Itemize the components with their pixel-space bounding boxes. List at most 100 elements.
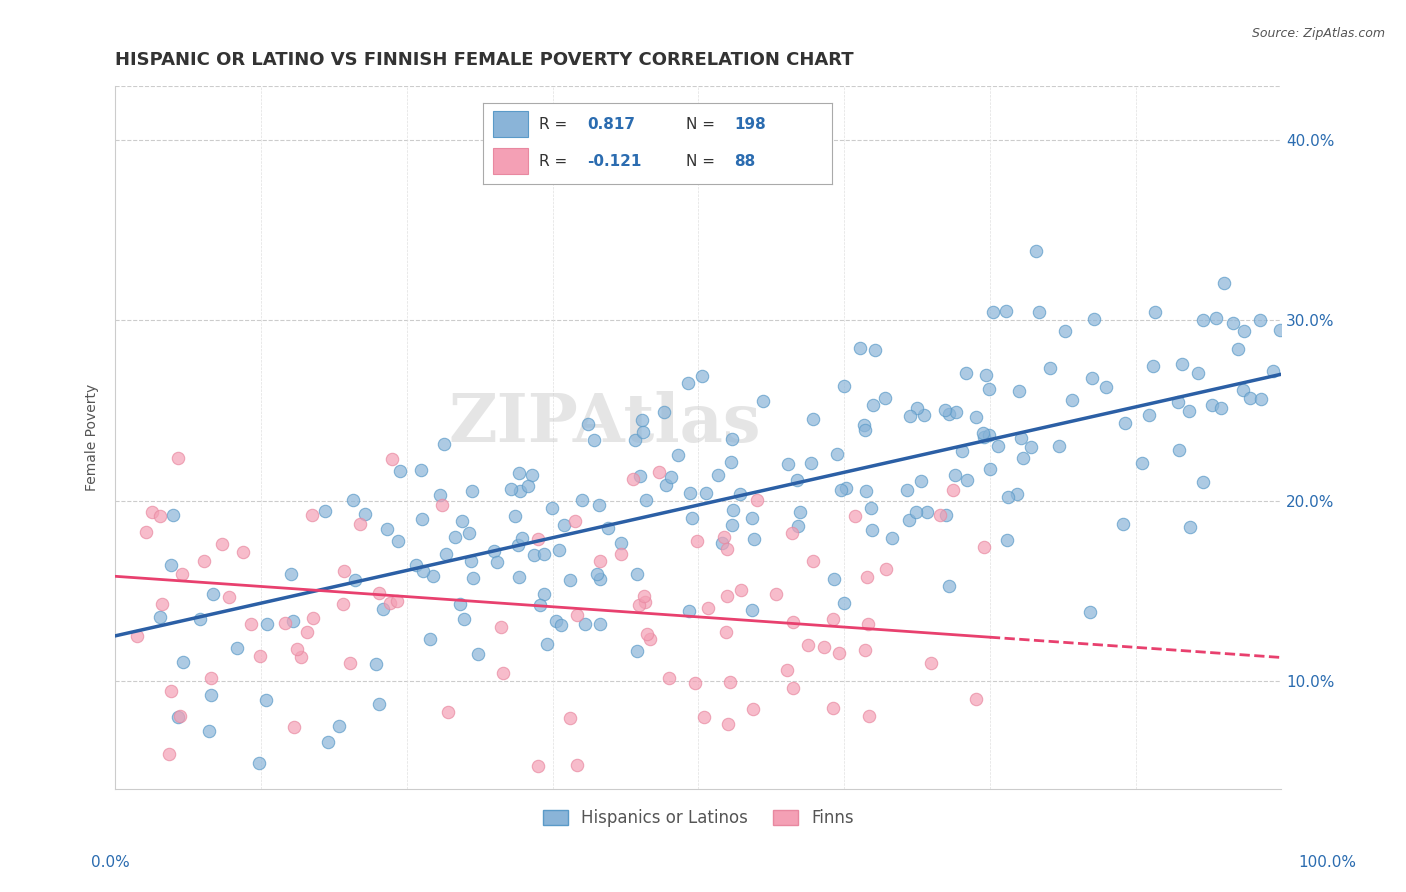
Point <box>316 735 339 749</box>
Point <box>536 637 558 651</box>
Point <box>1177 403 1199 417</box>
Point <box>898 409 921 423</box>
Point <box>741 602 763 616</box>
Point <box>856 616 879 631</box>
Point <box>844 508 866 523</box>
Point <box>460 554 482 568</box>
Point <box>586 567 609 582</box>
Point <box>942 483 965 497</box>
Point <box>523 548 546 562</box>
Point <box>285 641 308 656</box>
Point <box>652 405 675 419</box>
Point <box>863 343 886 358</box>
Point <box>955 473 977 487</box>
Point <box>1232 383 1254 397</box>
Point <box>550 618 572 632</box>
Point <box>160 558 183 573</box>
Point <box>211 537 233 551</box>
Point <box>610 535 633 549</box>
Point <box>565 757 588 772</box>
Point <box>1080 371 1102 385</box>
Point <box>589 572 612 586</box>
Point <box>898 513 921 527</box>
Text: 100.0%: 100.0% <box>1299 855 1357 870</box>
Point <box>1130 456 1153 470</box>
Point <box>934 403 956 417</box>
Point <box>202 586 225 600</box>
Point <box>720 518 742 533</box>
Point <box>965 410 987 425</box>
Point <box>974 368 997 382</box>
Point <box>929 508 952 523</box>
Point <box>1095 380 1118 394</box>
Point <box>626 644 648 658</box>
Point <box>638 632 661 646</box>
Point <box>690 368 713 383</box>
Point <box>1250 392 1272 406</box>
Point <box>1144 304 1167 318</box>
Point <box>718 675 741 690</box>
Point <box>239 617 262 632</box>
Point <box>367 697 389 711</box>
Point <box>364 657 387 672</box>
Point <box>367 586 389 600</box>
Point <box>830 483 852 498</box>
Point <box>339 656 361 670</box>
Point <box>1028 304 1050 318</box>
Point <box>801 412 824 426</box>
Point <box>385 594 408 608</box>
Point <box>1232 324 1254 338</box>
Point <box>375 522 398 536</box>
Point <box>751 393 773 408</box>
Point <box>218 590 240 604</box>
Point <box>905 401 928 416</box>
Point <box>862 398 884 412</box>
Point <box>598 521 620 535</box>
Point <box>945 405 967 419</box>
Point <box>855 484 877 499</box>
Point <box>249 756 271 770</box>
Point <box>540 501 562 516</box>
Point <box>381 452 404 467</box>
Point <box>693 710 716 724</box>
Point <box>1192 475 1215 489</box>
Point <box>853 643 876 657</box>
Point <box>648 466 671 480</box>
Point <box>149 509 172 524</box>
Point <box>896 483 918 497</box>
Point <box>713 530 735 544</box>
Point <box>166 450 188 465</box>
Point <box>436 705 458 719</box>
Point <box>977 382 1000 396</box>
Point <box>987 439 1010 453</box>
Point <box>1249 313 1271 327</box>
Point <box>860 501 883 516</box>
Point <box>558 711 581 725</box>
Point <box>782 615 804 629</box>
Point <box>856 570 879 584</box>
Point <box>508 569 530 583</box>
Point <box>149 610 172 624</box>
Point <box>344 573 367 587</box>
Point <box>1178 520 1201 534</box>
Point <box>565 607 588 622</box>
Point <box>1191 313 1213 327</box>
Point <box>422 569 444 583</box>
Point <box>875 391 897 405</box>
Point <box>686 534 709 549</box>
Point <box>405 558 427 572</box>
Point <box>589 617 612 632</box>
Point <box>1268 323 1291 337</box>
Point <box>1025 244 1047 258</box>
Point <box>172 655 194 669</box>
Point <box>453 612 475 626</box>
Point <box>290 650 312 665</box>
Text: ZIPAtlas: ZIPAtlas <box>449 391 761 456</box>
Point <box>853 423 876 437</box>
Point <box>314 504 336 518</box>
Point <box>780 525 803 540</box>
Point <box>1010 432 1032 446</box>
Point <box>676 376 699 390</box>
Point <box>950 443 973 458</box>
Point <box>157 747 180 762</box>
